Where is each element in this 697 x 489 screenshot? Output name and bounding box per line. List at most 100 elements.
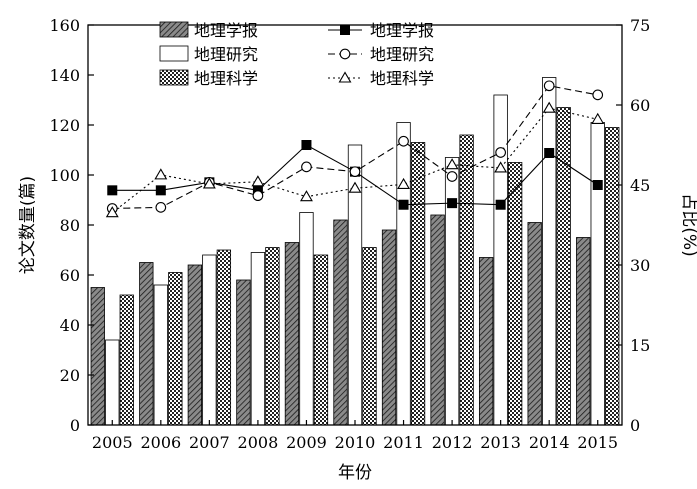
bar-crosshatch-2011 <box>410 142 426 426</box>
bar-crosshatch-2006 <box>168 272 183 426</box>
bar-hatch-2009 <box>284 242 300 426</box>
point-open-triangle-2013 <box>494 161 508 173</box>
bar-white-2009 <box>299 212 314 426</box>
bar-crosshatch-2014 <box>556 107 571 426</box>
point-filled-square-2006 <box>155 185 166 196</box>
axes: 0 20 40 60 80 100 120 140 160 0 15 30 45 60 75 2005 2006… <box>18 16 697 483</box>
legend-label-line-solid: 地理学报 <box>370 21 434 40</box>
point-open-circle-2009 <box>301 161 312 173</box>
bar-crosshatch-2015 <box>605 127 620 426</box>
y2-tick-label-45: 45 <box>630 176 650 195</box>
point-open-triangle-2010 <box>348 181 362 193</box>
point-open-triangle-2007 <box>202 177 216 189</box>
x-tick-label-2008: 2008 <box>238 433 279 452</box>
point-open-circle-2015 <box>592 89 604 101</box>
y-tick-label-140: 140 <box>49 66 80 85</box>
y-tick-label-0: 0 <box>70 416 80 435</box>
bar-crosshatch-2005 <box>119 294 134 426</box>
bar-hatch-2008 <box>236 279 251 426</box>
legend-label-line-dotted: 地理科学 <box>370 69 434 88</box>
y-axis-title: 论文数量(篇) <box>18 176 38 274</box>
legend-marker-filled-square <box>340 25 350 35</box>
point-open-triangle-2005 <box>105 206 119 218</box>
x-axis-title: 年份 <box>338 463 372 483</box>
bar-white-2015 <box>590 122 605 426</box>
bar-white-2014 <box>542 77 557 426</box>
bar-crosshatch-2008 <box>265 247 280 426</box>
bar-hatch-2015 <box>576 237 591 426</box>
point-open-triangle-2015 <box>591 112 605 124</box>
y-tick-label-100: 100 <box>49 166 80 185</box>
bar-crosshatch-2007 <box>216 249 232 426</box>
point-open-circle-2011 <box>398 135 409 147</box>
point-open-triangle-2009 <box>299 190 313 202</box>
legend-label-bar-crosshatch: 地理科学 <box>194 69 258 88</box>
x-tick-label-2005: 2005 <box>92 433 133 452</box>
bar-hatch-2005 <box>90 287 105 426</box>
x-tick-label-2006: 2006 <box>140 433 181 452</box>
bar-crosshatch-2010 <box>362 247 377 426</box>
bar-hatch-2011 <box>381 229 397 426</box>
point-filled-square-2009 <box>301 140 312 150</box>
y2-tick-label-60: 60 <box>630 96 650 115</box>
y-tick-label-120: 120 <box>49 116 80 135</box>
legend-swatch-bar-crosshatch <box>159 69 189 86</box>
bar-hatch-2014 <box>527 222 542 426</box>
x-tick-label-2007: 2007 <box>189 433 230 452</box>
bar-crosshatch-2012 <box>459 134 474 426</box>
point-filled-square-2015 <box>592 180 603 190</box>
y2-tick-label-0: 0 <box>630 416 640 435</box>
point-open-circle-2008 <box>252 190 264 202</box>
legend-swatch-bar-white <box>159 45 189 62</box>
bar-crosshatch-2009 <box>313 254 329 426</box>
x-tick-label-2013: 2013 <box>480 433 521 452</box>
bar-hatch-2010 <box>333 219 348 426</box>
x-tick-label-2011: 2011 <box>383 433 424 452</box>
legend-marker-open-triangle <box>338 71 352 83</box>
x-tick-label-2010: 2010 <box>335 433 376 452</box>
point-open-triangle-2012 <box>445 158 459 170</box>
y-tick-label-160: 160 <box>49 16 80 35</box>
bar-hatch-2012 <box>430 214 445 426</box>
line-triangle <box>111 107 598 214</box>
x-tick-label-2015: 2015 <box>577 433 618 452</box>
point-filled-square-2012 <box>447 198 458 209</box>
x-tick-label-2012: 2012 <box>432 433 473 452</box>
bar-hatch-2006 <box>139 262 154 426</box>
plot-area <box>90 77 620 426</box>
bar-crosshatch-2013 <box>507 162 523 426</box>
legend-label-line-dashed: 地理研究 <box>370 45 434 64</box>
point-filled-square-2014 <box>544 148 555 158</box>
point-open-circle-2013 <box>495 147 506 158</box>
point-open-triangle-2006 <box>154 168 168 180</box>
point-open-circle-2014 <box>543 80 555 92</box>
x-tick-label-2014: 2014 <box>529 433 570 452</box>
x-tick-label-2009: 2009 <box>286 433 327 452</box>
y-tick-label-20: 20 <box>60 366 80 385</box>
y2-axis-title: 占比(%) <box>679 193 697 256</box>
bar-white-2012 <box>444 157 460 426</box>
bar-white-2007 <box>202 254 217 426</box>
bar-white-2013 <box>493 94 508 426</box>
y-tick-label-40: 40 <box>60 316 80 335</box>
legend-swatch-bar-hatch <box>159 21 189 38</box>
y2-tick-label-30: 30 <box>630 256 650 275</box>
y-tick-label-60: 60 <box>60 266 80 285</box>
point-filled-square-2013 <box>495 199 506 210</box>
point-filled-square-2011 <box>398 199 409 210</box>
legend-label-bar-white: 地理研究 <box>194 45 258 64</box>
point-open-triangle-2011 <box>397 177 411 190</box>
point-open-circle-2006 <box>155 202 167 213</box>
bar-white-2005 <box>105 339 120 426</box>
bar-white-2006 <box>153 284 168 426</box>
y2-tick-label-75: 75 <box>630 16 650 35</box>
bar-hatch-2007 <box>187 264 203 426</box>
legend-marker-open-circle <box>339 48 351 60</box>
point-filled-square-2005 <box>107 185 118 196</box>
point-open-circle-2010 <box>349 166 361 178</box>
point-open-triangle-2014 <box>542 101 556 113</box>
legend-label-bar-hatch: 地理学报 <box>194 21 258 40</box>
y-tick-label-80: 80 <box>60 216 80 235</box>
